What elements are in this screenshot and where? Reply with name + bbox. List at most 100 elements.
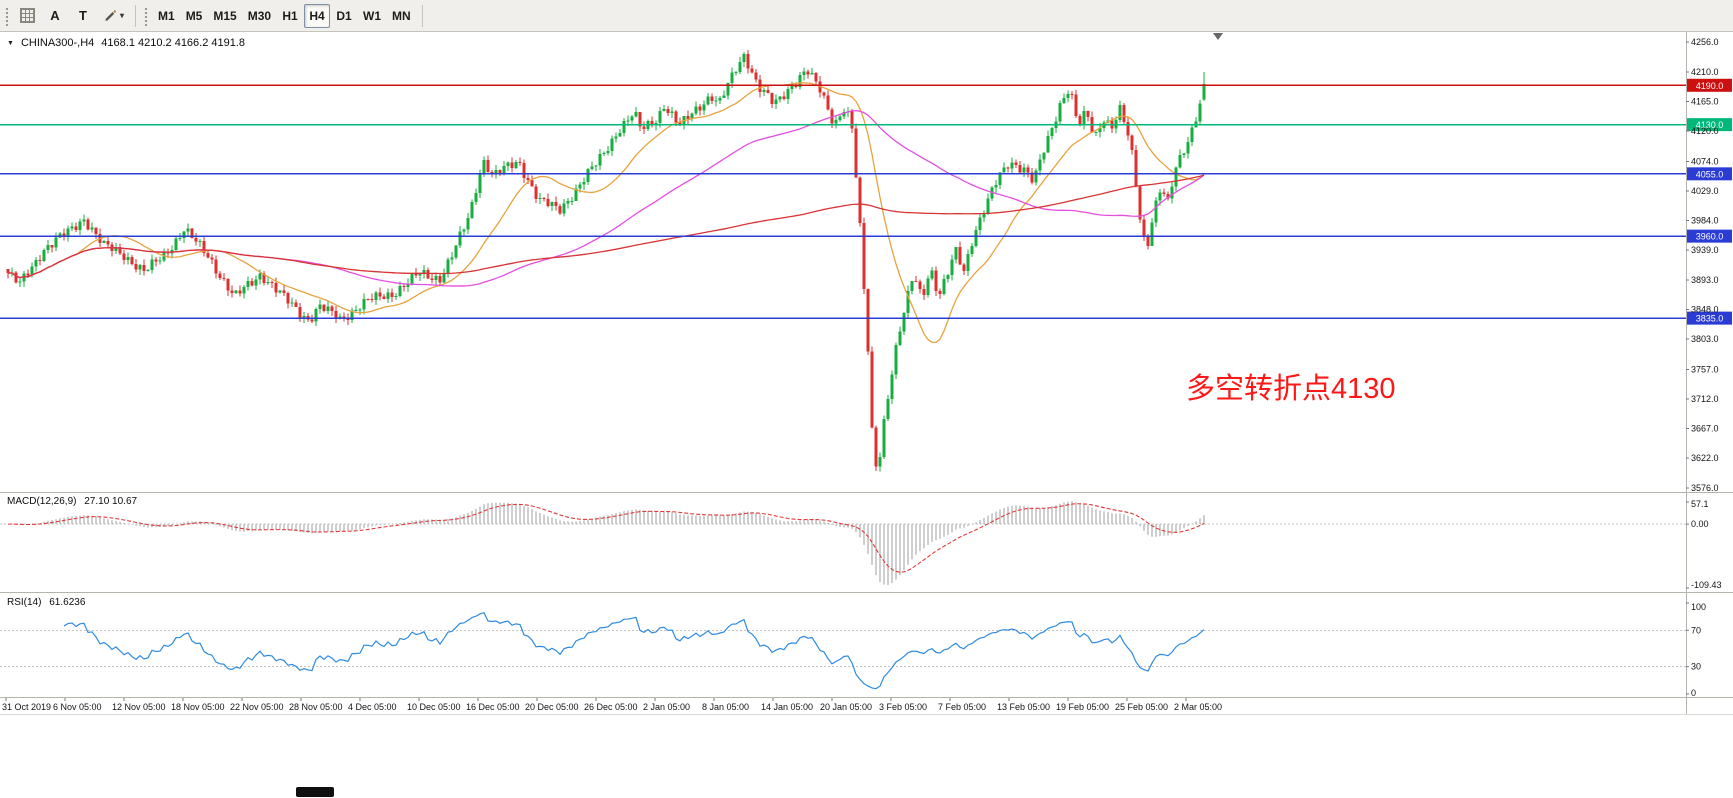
- timeframe-h4-button[interactable]: H4: [304, 3, 331, 28]
- rsi-line: [63, 611, 1205, 690]
- candle-body: [834, 119, 838, 124]
- candle-body: [566, 201, 570, 204]
- candle-body: [538, 197, 542, 199]
- price-tag-label: 3960.0: [1696, 232, 1724, 242]
- candle-body: [390, 292, 394, 297]
- candle-body: [694, 106, 698, 114]
- chart-shift-marker-icon[interactable]: [1213, 33, 1223, 40]
- candle-body: [62, 233, 66, 237]
- candle-body: [930, 270, 934, 279]
- candle-body: [894, 344, 898, 375]
- candle-body: [1022, 167, 1026, 173]
- date-axis-label: 31 Oct 2019: [2, 702, 51, 712]
- candle-body: [658, 110, 662, 124]
- candle-body: [698, 106, 702, 111]
- candle-body: [882, 418, 886, 458]
- drawing-tool-button[interactable]: ▾: [98, 4, 129, 28]
- candle-body: [250, 281, 254, 286]
- candle-body: [718, 97, 722, 101]
- candle-body: [590, 166, 594, 170]
- timeframe-mn-button[interactable]: MN: [387, 4, 416, 28]
- price-axis-label: 3848.0: [1691, 305, 1719, 315]
- candle-body: [334, 311, 338, 320]
- candle-body: [430, 278, 434, 280]
- date-axis-label: 16 Dec 05:00: [466, 702, 520, 712]
- candle-body: [366, 298, 370, 300]
- toolbar-separator-2: [421, 4, 423, 27]
- date-axis-label: 2 Mar 05:00: [1174, 702, 1222, 712]
- candle-body: [710, 96, 714, 102]
- candle-body: [262, 273, 266, 284]
- timeframe-m15-button[interactable]: M15: [208, 4, 241, 28]
- candle-body: [26, 273, 30, 276]
- toolbar-grip[interactable]: [4, 5, 9, 26]
- candle-body: [458, 231, 462, 246]
- candle-body: [954, 246, 958, 260]
- candle-body: [854, 128, 858, 178]
- candle-body: [906, 290, 910, 314]
- candle-body: [1138, 186, 1142, 220]
- candle-body: [786, 88, 790, 100]
- price-axis-label: 3939.0: [1691, 245, 1719, 255]
- date-axis-label: 26 Dec 05:00: [584, 702, 638, 712]
- candle-body: [130, 257, 134, 265]
- candle-body: [838, 116, 842, 120]
- text-tool-button[interactable]: T: [70, 4, 96, 28]
- candle-body: [554, 201, 558, 206]
- candle-body: [722, 95, 726, 98]
- candle-body: [158, 260, 162, 262]
- candle-body: [330, 306, 334, 312]
- candle-body: [862, 222, 866, 289]
- candle-body: [578, 184, 582, 189]
- timeframe-d1-button[interactable]: D1: [331, 4, 357, 28]
- candle-body: [802, 71, 806, 76]
- timeframe-m30-button[interactable]: M30: [243, 4, 276, 28]
- candle-body: [766, 89, 770, 94]
- candle-body: [1086, 110, 1090, 117]
- timeframe-m5-button[interactable]: M5: [181, 4, 208, 28]
- candle-body: [514, 161, 518, 168]
- font-tool-button[interactable]: A: [42, 4, 68, 28]
- price-axis-label: 4210.0: [1691, 67, 1719, 77]
- price-tag-label: 4190.0: [1696, 81, 1724, 91]
- price-tag-label: 4055.0: [1696, 169, 1724, 179]
- candle-body: [1074, 94, 1078, 116]
- candle-body: [502, 166, 506, 174]
- timeframe-w1-button[interactable]: W1: [358, 4, 386, 28]
- candle-body: [986, 198, 990, 214]
- candle-body: [42, 250, 46, 262]
- candle-body: [1134, 150, 1138, 187]
- chart-grid-button[interactable]: [14, 4, 40, 28]
- candle-body: [474, 192, 478, 202]
- ma-mid-ma-line: [7, 109, 1205, 287]
- candle-body: [1118, 105, 1122, 120]
- candle-body: [730, 72, 734, 83]
- candle-body: [1010, 162, 1014, 169]
- candle-body: [542, 197, 546, 199]
- toolbar-grip-2[interactable]: [143, 5, 149, 26]
- timeframe-m1-button[interactable]: M1: [153, 4, 180, 28]
- candle-body: [770, 93, 774, 104]
- price-axis-label: 3803.0: [1691, 334, 1719, 344]
- candle-body: [734, 72, 738, 74]
- candle-body: [294, 302, 298, 307]
- candle-body: [470, 201, 474, 219]
- price-tag-3960.0: [1687, 229, 1732, 243]
- candle-body: [1186, 142, 1190, 154]
- price-tag-4190.0: [1687, 78, 1732, 92]
- candle-body: [878, 457, 882, 467]
- date-axis-label: 28 Nov 05:00: [289, 702, 343, 712]
- price-axis-label: 3622.0: [1691, 453, 1719, 463]
- timeframe-h1-button[interactable]: H1: [277, 4, 303, 28]
- candle-body: [902, 313, 906, 332]
- date-axis-label: 10 Dec 05:00: [407, 702, 461, 712]
- price-axis-label: 4029.0: [1691, 186, 1719, 196]
- candle-body: [146, 269, 150, 272]
- candle-body: [970, 245, 974, 255]
- candle-body: [810, 72, 814, 75]
- chart-annotation-text[interactable]: 多空转折点4130: [1186, 373, 1396, 405]
- candle-body: [974, 230, 978, 246]
- candle-body: [154, 259, 158, 262]
- collapse-arrow-icon[interactable]: ▼: [7, 39, 14, 47]
